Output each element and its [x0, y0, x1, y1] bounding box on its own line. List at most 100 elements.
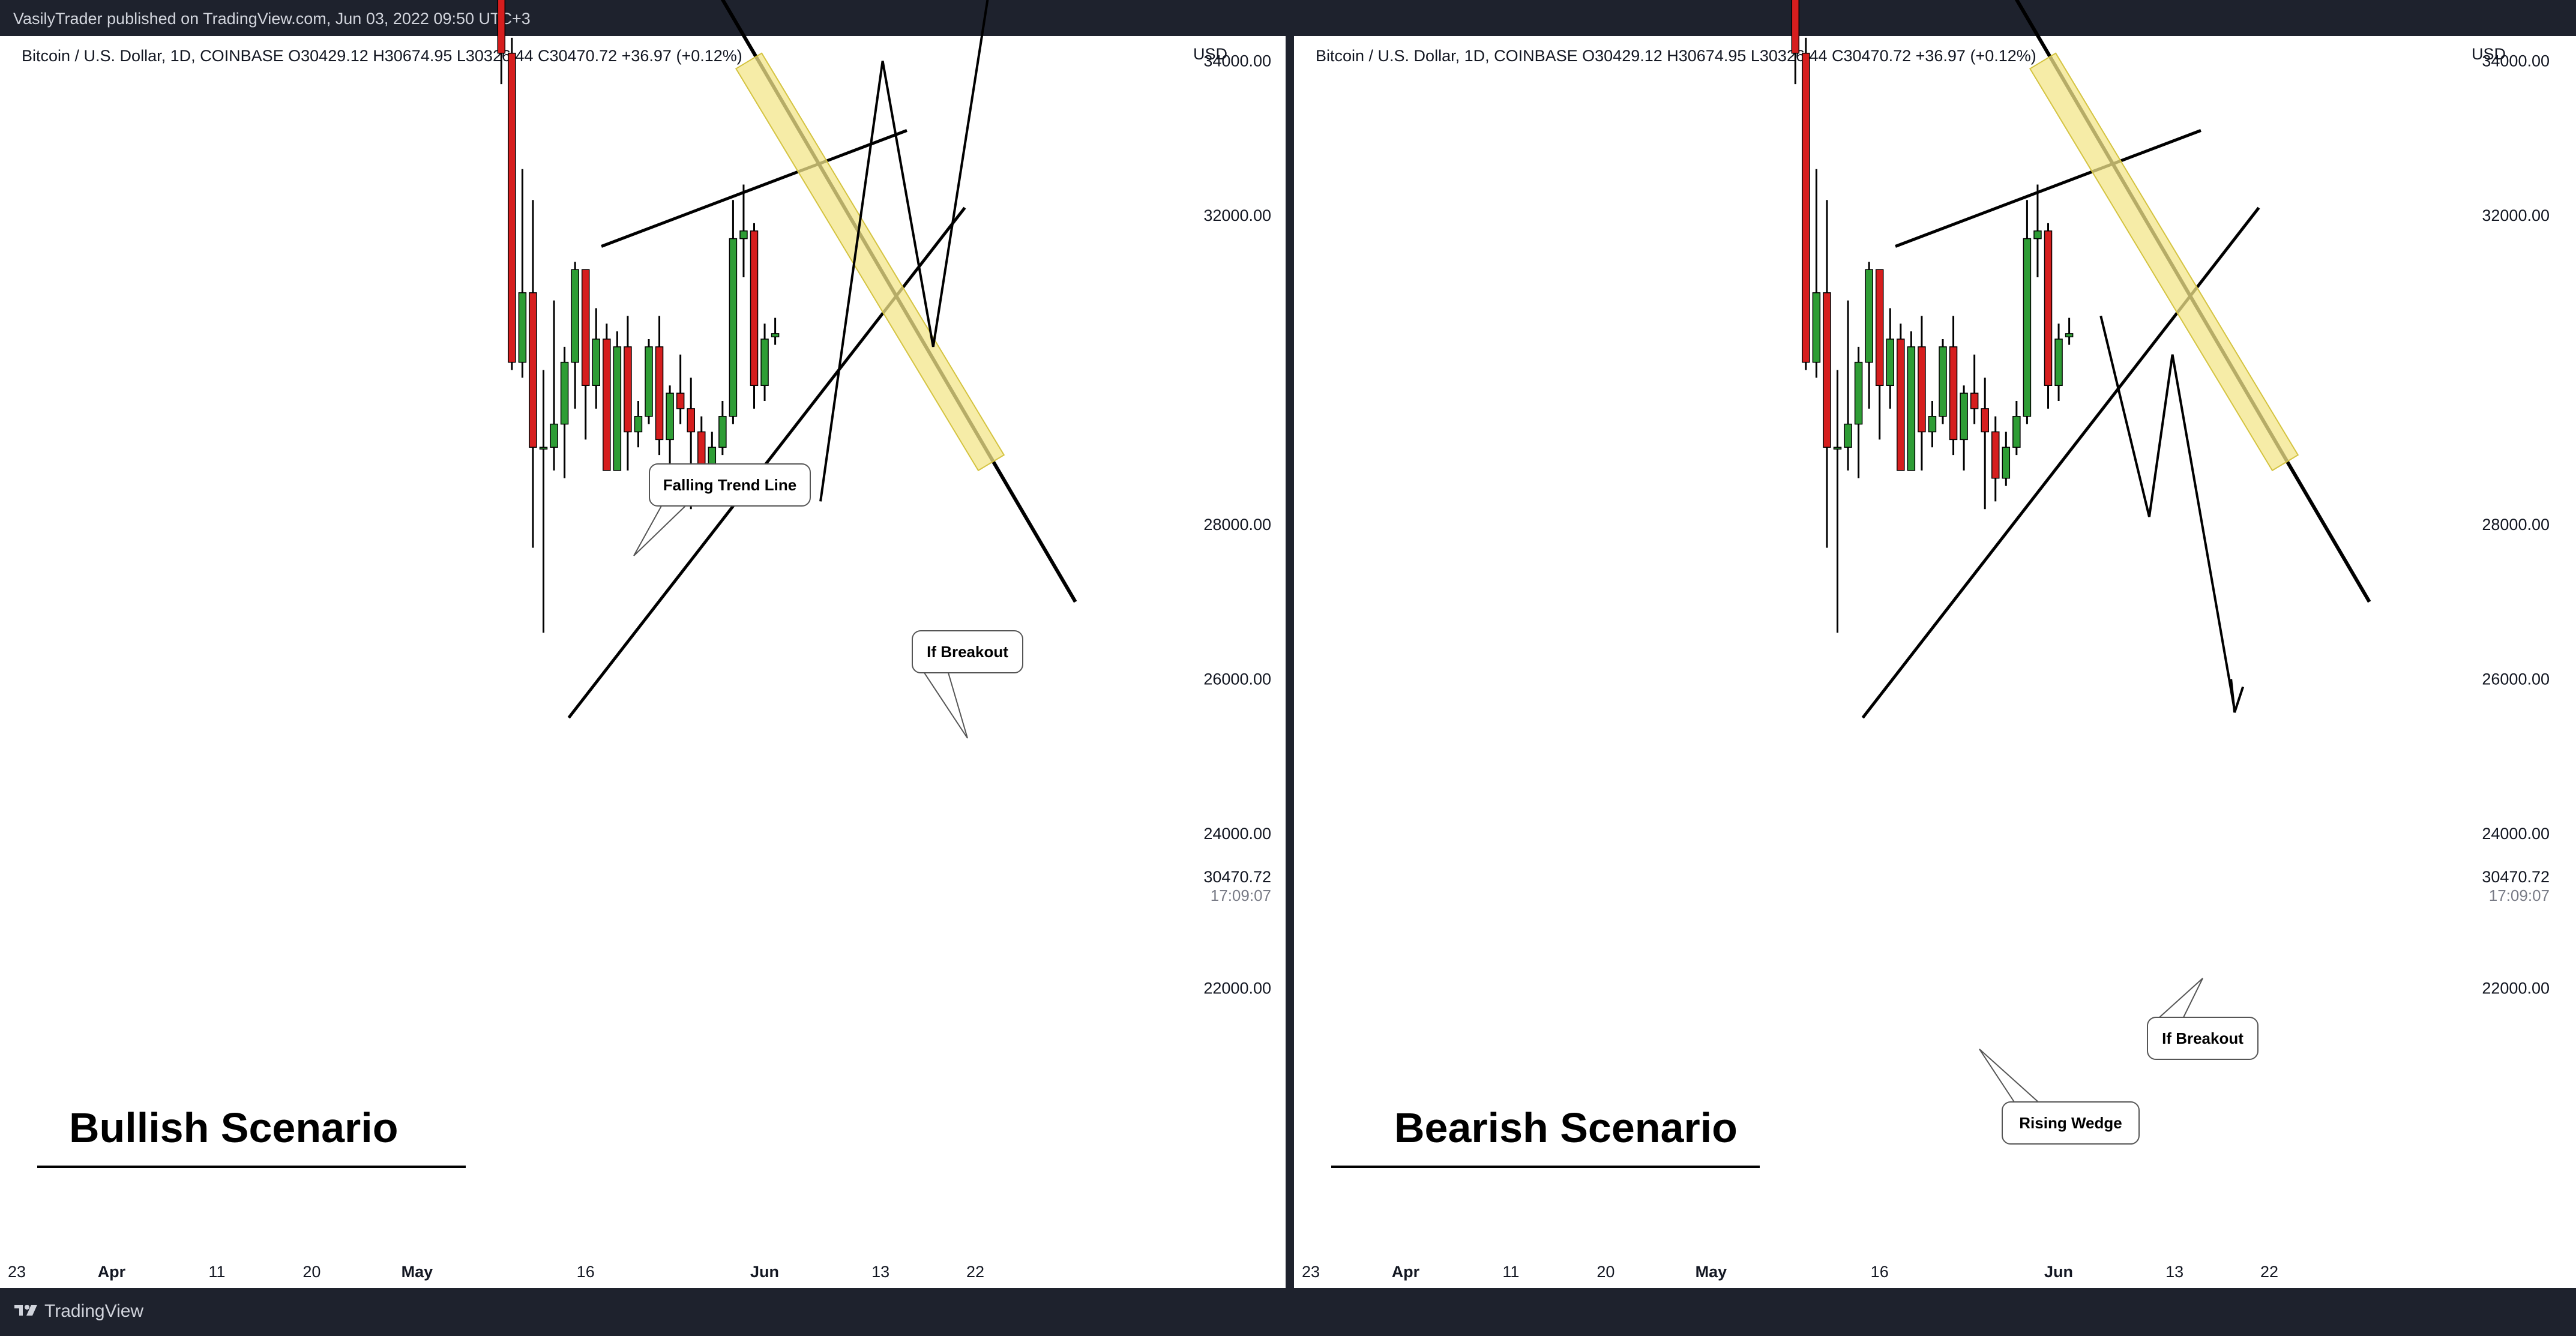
- candle-up: [571, 269, 579, 363]
- candle-up: [2065, 333, 2074, 338]
- candle-up: [2033, 230, 2042, 239]
- falling-trend-line-callout-pointer: [633, 505, 686, 556]
- candle-up: [645, 346, 653, 417]
- x-tick-label: 20: [302, 1263, 320, 1281]
- candle-down: [497, 0, 506, 54]
- candle-up: [634, 416, 643, 433]
- currency-label: USD: [2472, 45, 2506, 63]
- candle-down: [603, 339, 611, 471]
- rising-wedge-callout: Rising Wedge: [1979, 1049, 2140, 1145]
- x-tick-label: 11: [1502, 1263, 1519, 1281]
- candle-down: [1970, 393, 1979, 409]
- x-tick-label: 13: [2165, 1263, 2183, 1281]
- x-tick-label: 22: [2260, 1263, 2278, 1281]
- candle-down: [1949, 346, 1958, 441]
- y-tick-label: 34000.00: [1203, 52, 1271, 70]
- y-tick-label: 34000.00: [2482, 52, 2550, 70]
- candle-up: [729, 238, 738, 417]
- candle-up: [2012, 416, 2021, 448]
- chart-panel-2: Bitcoin / U.S. Dollar, 1D, COINBASE O304…: [1294, 0, 2576, 1288]
- candle-up: [560, 361, 569, 425]
- y-tick-label: 22000.00: [1203, 979, 1271, 997]
- candle-up: [1865, 269, 1873, 363]
- countdown-label: 17:09:07: [1211, 886, 1271, 904]
- if-breakout-callout: If Breakout: [2147, 978, 2259, 1060]
- candle-down: [1918, 346, 1926, 433]
- candle-up: [1886, 339, 1894, 386]
- x-tick-label: Apr: [1392, 1263, 1420, 1281]
- candle-up: [1854, 361, 1863, 425]
- candle-down: [624, 346, 632, 433]
- x-tick-label: Jun: [750, 1263, 779, 1281]
- candle-down: [529, 292, 537, 448]
- candle-up: [518, 292, 527, 363]
- currency-label: USD: [1193, 45, 1227, 63]
- if-breakout-callout-box: [912, 630, 1023, 673]
- symbol-line: Bitcoin / U.S. Dollar, 1D, COINBASE O304…: [22, 47, 742, 65]
- candle-down: [1991, 431, 2000, 479]
- x-tick-label: 22: [966, 1263, 984, 1281]
- y-tick-label: 32000.00: [1203, 206, 1271, 224]
- candle-up: [592, 339, 600, 386]
- rising-wedge-callout-text: Rising Wedge: [2019, 1114, 2122, 1132]
- y-tick-label: 26000.00: [1203, 670, 1271, 688]
- candle-down: [1823, 292, 1831, 448]
- candles-group: [497, 0, 780, 633]
- x-tick-label: 11: [208, 1263, 225, 1281]
- x-tick-label: May: [1696, 1263, 1727, 1281]
- candle-up: [1907, 346, 1916, 471]
- candle-up: [2023, 238, 2032, 417]
- top-bar: VasilyTrader published on TradingView.co…: [0, 0, 2576, 36]
- scenario-title: Bearish Scenario: [1394, 1104, 1738, 1151]
- y-tick-label: 32000.00: [2482, 206, 2550, 224]
- falling-trend-line-callout: Falling Trend Line: [633, 463, 811, 556]
- if-breakout-callout-pointer: [2159, 978, 2203, 1018]
- breakout-zone-highlight: [735, 52, 1005, 472]
- y-tick-label: 24000.00: [1203, 825, 1271, 843]
- candle-down: [750, 230, 759, 386]
- projected-breakout-path: [819, 0, 989, 502]
- candle-up: [1928, 416, 1937, 433]
- falling-trend-line-callout-box: [649, 463, 811, 507]
- rising-wedge-callout-pointer: [1979, 1049, 2039, 1103]
- candle-up: [760, 339, 769, 386]
- scenario-title: Bullish Scenario: [69, 1104, 398, 1151]
- wedge-resistance-line: [1895, 129, 2201, 248]
- candle-up: [1939, 346, 1947, 417]
- last-price-label: 30470.72: [1203, 868, 1271, 886]
- bottom-bar: TradingView: [0, 1288, 2576, 1336]
- candle-up: [1833, 447, 1842, 450]
- candle-up: [1844, 423, 1852, 448]
- breakout-zone-highlight: [2029, 52, 2299, 472]
- tradingview-logo-icon: [14, 1305, 37, 1316]
- candles-group: [1791, 0, 2074, 633]
- x-tick-label: Apr: [98, 1263, 126, 1281]
- chart-background: [0, 36, 1286, 1288]
- falling-trend-line-callout-text: Falling Trend Line: [663, 476, 796, 494]
- x-tick-label: 13: [871, 1263, 889, 1281]
- y-tick-label: 26000.00: [2482, 670, 2550, 688]
- candle-down: [687, 408, 695, 433]
- candle-down: [676, 393, 685, 409]
- if-breakout-callout-box: [2147, 1017, 2259, 1060]
- y-tick-label: 24000.00: [2482, 825, 2550, 843]
- candle-down: [1897, 339, 1905, 471]
- candle-down: [508, 52, 516, 363]
- candle-down: [1875, 269, 1884, 386]
- x-tick-label: May: [402, 1263, 433, 1281]
- chart-background: [1294, 36, 2576, 1288]
- if-breakout-callout-text: If Breakout: [927, 643, 1008, 661]
- candle-down: [1981, 408, 1989, 433]
- tradingview-brand: TradingView: [44, 1301, 144, 1321]
- candle-down: [1791, 0, 1800, 54]
- x-tick-label: 23: [8, 1263, 26, 1281]
- candle-up: [718, 416, 727, 448]
- candle-up: [666, 393, 674, 441]
- projected-breakdown-arrowhead: [2230, 679, 2245, 713]
- candle-up: [613, 346, 622, 471]
- candle-up: [2002, 447, 2011, 479]
- candle-down: [581, 269, 590, 386]
- publisher-line: VasilyTrader published on TradingView.co…: [13, 10, 531, 28]
- x-tick-label: Jun: [2044, 1263, 2073, 1281]
